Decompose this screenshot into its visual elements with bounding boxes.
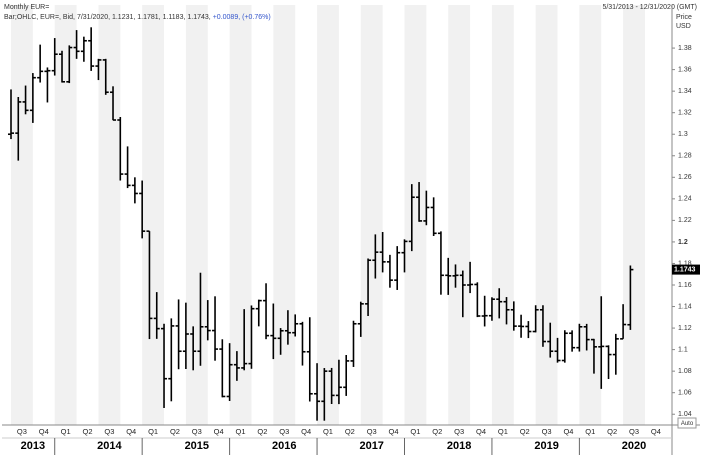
quarter-band (623, 5, 645, 425)
y-tick-label: 1.04 (678, 411, 692, 418)
y-tick-label: 1.3 (678, 131, 688, 138)
year-label: 2015 (185, 440, 209, 452)
x-tick-label: Q3 (542, 427, 552, 436)
x-tick-label: Q2 (345, 427, 355, 436)
axis-label: Price (676, 14, 692, 21)
quarter-band (273, 5, 296, 425)
year-label: 2016 (272, 440, 296, 452)
x-tick-label: Q2 (432, 427, 442, 436)
axis-label: USD (676, 23, 691, 30)
quarter-band (404, 5, 427, 425)
y-tick-label: 1.18 (678, 260, 692, 267)
y-tick-label: 1.08 (678, 368, 692, 375)
y-tick-label: 1.34 (678, 88, 692, 95)
x-tick-label: Q1 (236, 427, 246, 436)
quarter-band (491, 5, 514, 425)
y-tick-label: 1.26 (678, 174, 692, 181)
year-label: 2013 (21, 440, 45, 452)
y-tick-label: 1.14 (678, 303, 692, 310)
quarter-band (448, 5, 471, 425)
x-tick-label: Q1 (61, 427, 71, 436)
quarter-bands (11, 5, 645, 425)
legend-change: +0.0089, (+0.76%) (213, 14, 271, 21)
auto-label[interactable]: Auto (681, 421, 694, 427)
last-price-box (672, 264, 700, 275)
y-tick-label: 1.2 (678, 239, 688, 246)
x-tick-label: Q4 (476, 427, 486, 436)
y-tick-label: 1.22 (678, 217, 692, 224)
quarter-band (360, 5, 383, 425)
x-tick-label: Q4 (563, 427, 573, 436)
date-range: 5/31/2013 - 12/31/2020 (GMT) (602, 4, 697, 11)
x-tick-label: Q4 (389, 427, 399, 436)
x-tick-label: Q1 (323, 427, 333, 436)
quarter-band (317, 5, 339, 425)
legend: Bar;OHLC, EUR=, Bid, 7/31/2020, 1.1231, … (4, 14, 271, 21)
year-label: 2014 (97, 440, 122, 452)
x-tick-label: Q1 (148, 427, 158, 436)
year-label: 2019 (534, 440, 558, 452)
quarter-band (229, 5, 252, 425)
x-tick-label: Q4 (301, 427, 311, 436)
x-tick-label: Q2 (83, 427, 93, 436)
x-tick-label: Q3 (454, 427, 464, 436)
quarter-band (185, 5, 208, 425)
x-tick-label: Q2 (257, 427, 267, 436)
x-tick-label: Q3 (629, 427, 639, 436)
x-tick-label: Q3 (279, 427, 289, 436)
y-tick-label: 1.16 (678, 282, 692, 289)
quarter-band (142, 5, 165, 425)
x-tick-label: Q2 (170, 427, 180, 436)
x-tick-label: Q1 (498, 427, 508, 436)
x-tick-label: Q2 (607, 427, 617, 436)
y-tick-label: 1.38 (678, 45, 692, 52)
year-label: 2018 (447, 440, 471, 452)
year-label: 2017 (359, 440, 383, 452)
x-tick-label: Q3 (367, 427, 377, 436)
auto-button[interactable] (677, 417, 697, 429)
quarter-band (535, 5, 558, 425)
legend-text: Bar;OHLC, EUR=, Bid, 7/31/2020, 1.1231, … (4, 14, 211, 21)
y-tick-label: 1.36 (678, 66, 692, 73)
quarter-band (579, 5, 602, 425)
x-tick-label: Q1 (585, 427, 595, 436)
y-tick-label: 1.28 (678, 153, 692, 160)
chart-title: Monthly EUR= (4, 4, 49, 11)
x-tick-label: Q4 (651, 427, 661, 436)
y-tick-label: 1.32 (678, 110, 692, 117)
y-tick-label: 1.24 (678, 196, 692, 203)
y-tick-label: 1.1 (678, 346, 688, 353)
year-label: 2020 (622, 440, 646, 452)
x-tick-label: Q4 (126, 427, 136, 436)
x-tick-label: Q3 (192, 427, 202, 436)
y-tick-label: 1.12 (678, 325, 692, 332)
x-tick-label: Q1 (410, 427, 420, 436)
x-tick-label: Q3 (104, 427, 114, 436)
quarter-band (54, 5, 77, 425)
last-price-label: 1.1743 (674, 266, 696, 273)
x-tick-label: Q4 (214, 427, 224, 436)
quarter-band (11, 5, 33, 425)
x-tick-label: Q4 (39, 427, 49, 436)
x-tick-label: Q2 (520, 427, 530, 436)
x-tick-label: Q3 (17, 427, 27, 436)
quarter-band (98, 5, 121, 425)
y-tick-label: 1.06 (678, 390, 692, 397)
